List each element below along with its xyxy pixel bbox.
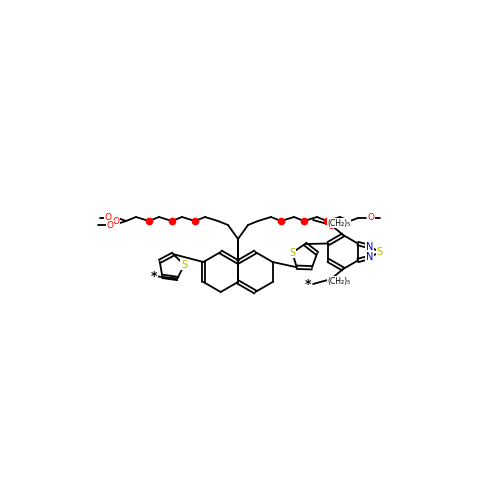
Text: S: S: [377, 247, 383, 257]
Text: S: S: [290, 248, 296, 258]
Text: O: O: [104, 214, 112, 222]
Text: *: *: [151, 270, 158, 283]
Text: N: N: [366, 252, 374, 262]
Text: O: O: [112, 216, 119, 226]
Text: *: *: [305, 278, 312, 290]
Text: (CH₂)₅: (CH₂)₅: [328, 276, 350, 285]
Text: (CH₂)₅: (CH₂)₅: [328, 218, 350, 228]
Text: N: N: [366, 242, 374, 252]
Text: S: S: [181, 260, 187, 270]
Text: O: O: [368, 214, 374, 222]
Text: O: O: [106, 220, 114, 230]
